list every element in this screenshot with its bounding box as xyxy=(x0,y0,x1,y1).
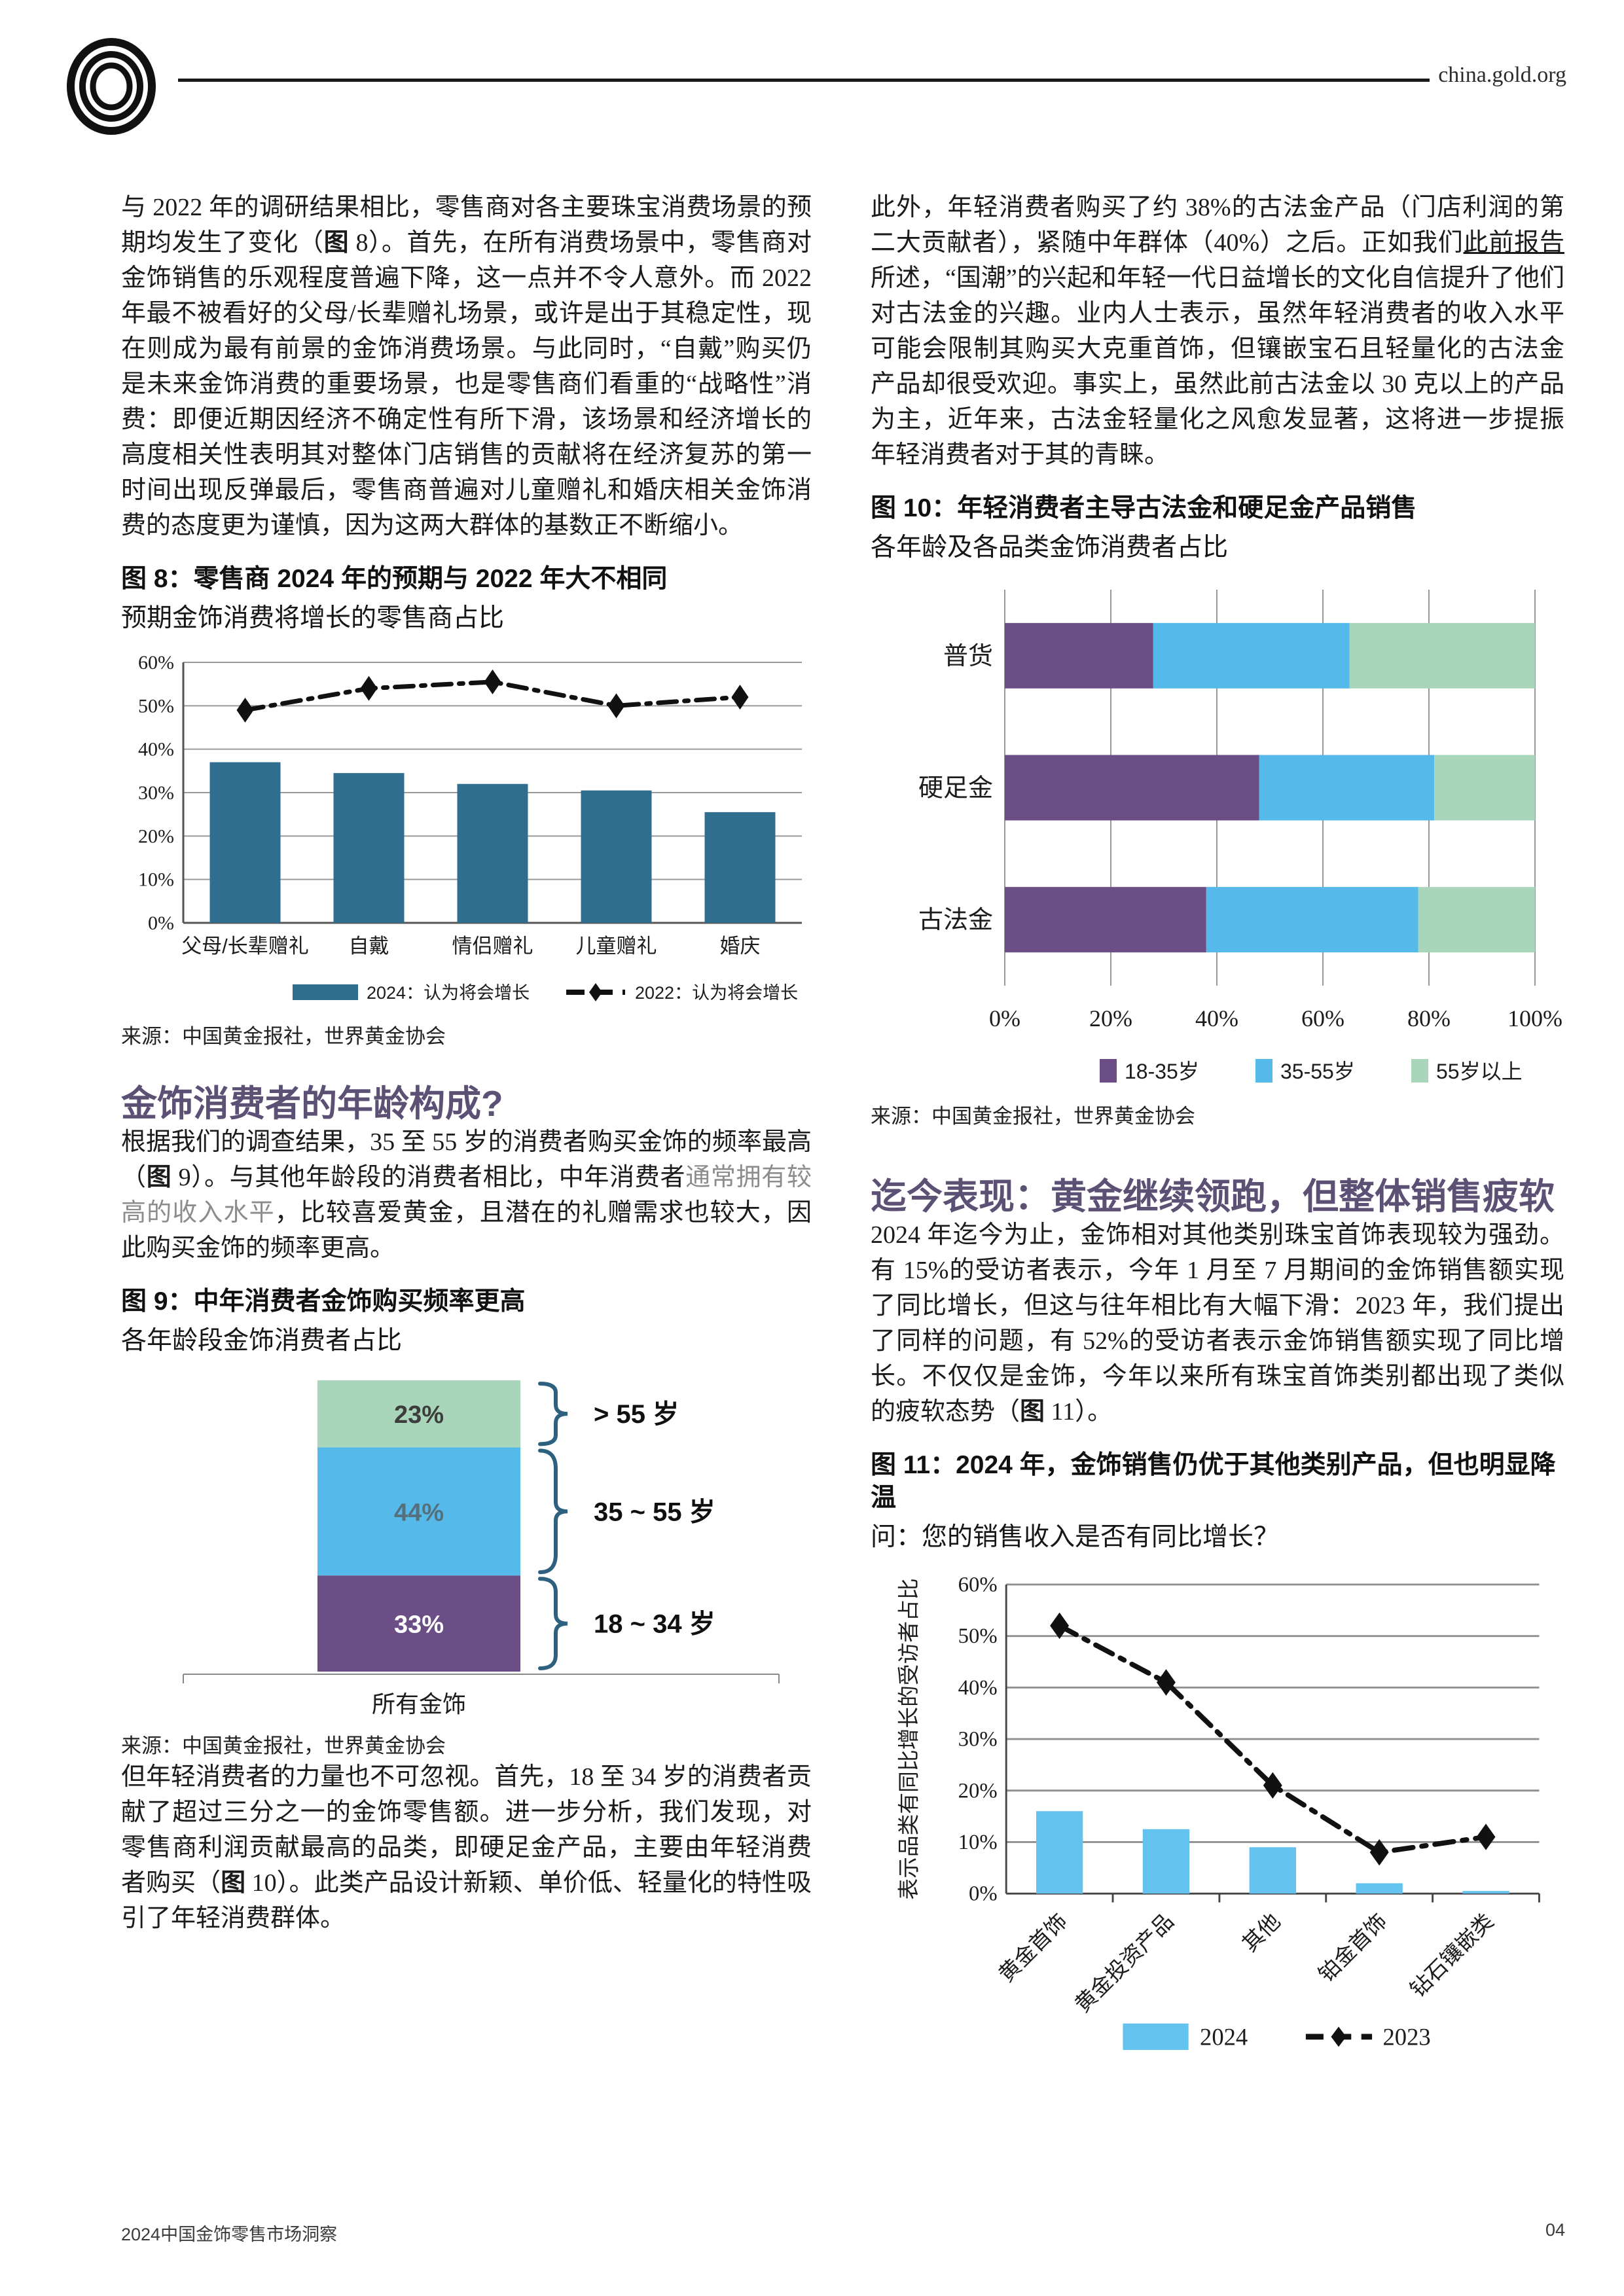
figure-8-chart: 0% 10% 20% 30% 40% 50% 60% 父母/长辈赠礼 自戴 情侣赠礼 儿童赠礼 婚庆 2… xyxy=(138,652,802,1003)
svg-text:儿童赠礼: 儿童赠礼 xyxy=(576,935,657,958)
header-rule xyxy=(178,79,1430,82)
text-run: 根据我们的调查结果，35 至 55 岁的消费者购买金饰的频率最高（ xyxy=(121,1128,812,1191)
svg-text:18 ~ 34 岁: 18 ~ 34 岁 xyxy=(594,1610,715,1639)
svg-text:钻石镶嵌类: 钻石镶嵌类 xyxy=(1405,1909,1498,2001)
svg-text:2022：认为将会增长: 2022：认为将会增长 xyxy=(635,983,798,1003)
paragraph-heritage-gold: 此外，年轻消费者购买了约 38%的古法金产品（门店利润的第二大贡献者），紧随中年… xyxy=(871,190,1564,473)
text-run: 10）。此类产品设计新颖、单价低、轻量化的特性吸引了年轻消费群体。 xyxy=(121,1869,812,1932)
svg-text:0%: 0% xyxy=(148,912,174,934)
svg-text:60%: 60% xyxy=(958,1573,998,1597)
text-run: 所述，“国潮”的兴起和年轻一代日益增长的文化自信提升了他们对古法金的兴趣。业内人… xyxy=(871,264,1564,469)
svg-text:20%: 20% xyxy=(958,1779,998,1803)
text-run: ，比较喜爱黄金，且潜在的礼赠需求也较大，因此购买金饰的频率更高。 xyxy=(121,1199,812,1262)
svg-text:33%: 33% xyxy=(394,1611,444,1639)
svg-text:30%: 30% xyxy=(138,782,174,804)
figure-10-subtitle: 各年龄及各品类金饰消费者占比 xyxy=(871,533,1229,562)
text-run: 9）。与其他年龄段的消费者相比，中年消费者 xyxy=(171,1164,686,1191)
svg-text:100%: 100% xyxy=(1507,1005,1562,1031)
svg-text:2023: 2023 xyxy=(1382,2023,1430,2050)
svg-text:35 ~ 55 岁: 35 ~ 55 岁 xyxy=(594,1498,715,1526)
svg-text:35-55岁: 35-55岁 xyxy=(1280,1060,1355,1083)
paragraph-consumption-scenarios: 与 2022 年的调研结果相比，零售商对各主要珠宝消费场景的预期均发生了变化（图… xyxy=(121,190,812,543)
text-run: 图 xyxy=(221,1869,246,1897)
figure-8: 图 8：零售商 2024 年的预期与 2022 年大不相同 预期金饰消费将增长的… xyxy=(121,563,812,1050)
svg-text:铂金首饰: 铂金首饰 xyxy=(1314,1909,1392,1986)
svg-text:2024: 2024 xyxy=(1200,2023,1248,2050)
previous-report-link[interactable]: 此前报告 xyxy=(1463,229,1564,257)
figure-11-chart: 0% 10% 20% 30% 40% 50% 60% 表示品类有同比增长的受访者占比黄金首饰黄… xyxy=(896,1573,1540,2050)
world-gold-council-logo xyxy=(67,38,156,135)
right-column: 此外，年轻消费者购买了约 38%的古法金产品（门店利润的第二大贡献者），紧随中年… xyxy=(871,190,1564,2070)
svg-text:0%: 0% xyxy=(969,1882,998,1906)
svg-text:自戴: 自戴 xyxy=(349,935,389,958)
svg-text:黄金投资产品: 黄金投资产品 xyxy=(1070,1909,1178,2017)
svg-text:情侣赠礼: 情侣赠礼 xyxy=(452,935,533,958)
figure-10-title: 图 10：年轻消费者主导古法金和硬足金产品销售 xyxy=(871,494,1417,522)
text-run: 8）。首先，在所有消费场景中，零售商对金饰销售的乐观程度普遍下降，这一点并不令人… xyxy=(121,229,812,539)
svg-text:> 55 岁: > 55 岁 xyxy=(594,1400,679,1429)
text-run: 此外，年轻消费者购买了约 38%的古法金产品（门店利润的第二大贡献者），紧随中年… xyxy=(871,194,1564,257)
figure-8-subtitle: 预期金饰消费将增长的零售商占比 xyxy=(121,604,505,632)
paragraph-middle-aged: 根据我们的调查结果，35 至 55 岁的消费者购买金饰的频率最高（图 9）。与其… xyxy=(121,1124,812,1266)
svg-text:父母/长辈赠礼: 父母/长辈赠礼 xyxy=(181,935,309,958)
figure-11-question: 问：您的销售收入是否有同比增长？ xyxy=(871,1523,1280,1551)
svg-text:40%: 40% xyxy=(138,739,174,761)
svg-text:表示品类有同比增长的受访者占比: 表示品类有同比增长的受访者占比 xyxy=(896,1578,920,1899)
figure-11-title: 图 11：2024 年，金饰销售仍优于其他类别产品，但也明显降温 xyxy=(871,1451,1556,1512)
svg-text:10%: 10% xyxy=(958,1831,998,1854)
text-run: 与 2022 年的调研结果相比，零售商对各主要珠宝消费场景的预期均发生了变化（ xyxy=(121,194,812,257)
paragraph-young-consumers: 但年轻消费者的力量也不可忽视。首先，18 至 34 岁的消费者贡献了超过三分之一… xyxy=(121,1759,812,1936)
text-run: 通常拥有较高的收入水平 xyxy=(121,1164,812,1227)
figure-11: 图 11：2024 年，金饰销售仍优于其他类别产品，但也明显降温 问：您的销售收… xyxy=(871,1449,1564,2070)
svg-text:40%: 40% xyxy=(1195,1005,1238,1031)
svg-text:10%: 10% xyxy=(138,869,174,891)
svg-text:所有金饰: 所有金饰 xyxy=(372,1691,466,1717)
figure-9-subtitle: 各年龄段金饰消费者占比 xyxy=(121,1327,403,1355)
svg-text:50%: 50% xyxy=(138,695,174,717)
svg-text:普货: 普货 xyxy=(943,643,993,670)
figure-9-source: 来源：中国黄金报社，世界黄金协会 xyxy=(121,1734,446,1757)
svg-text:其他: 其他 xyxy=(1237,1909,1284,1956)
figure-9-title: 图 9：中年消费者金饰购买频率更高 xyxy=(121,1287,526,1316)
svg-text:20%: 20% xyxy=(138,825,174,847)
figure-8-source: 来源：中国黄金报社，世界黄金协会 xyxy=(121,1025,446,1048)
svg-text:黄金首饰: 黄金首饰 xyxy=(994,1909,1072,1986)
text-run: 2024 年迄今为止，金饰相对其他类别珠宝首饰表现较为强劲。有 15%的受访者表… xyxy=(871,1221,1564,1426)
svg-text:60%: 60% xyxy=(1301,1005,1344,1031)
svg-text:硬足金: 硬足金 xyxy=(918,775,993,802)
text-run: 11）。 xyxy=(1045,1398,1113,1426)
svg-text:60%: 60% xyxy=(138,652,174,673)
svg-text:40%: 40% xyxy=(958,1676,998,1700)
svg-text:30%: 30% xyxy=(958,1728,998,1751)
text-run: 图 xyxy=(323,229,350,257)
site-url[interactable]: china.gold.org xyxy=(1438,63,1566,87)
svg-text:古法金: 古法金 xyxy=(918,906,993,934)
section-heading-ytd-performance: 迄今表现：黄金继续领跑，但整体销售疲软 xyxy=(871,1176,1555,1217)
left-column: 与 2022 年的调研结果相比，零售商对各主要珠宝消费场景的预期均发生了变化（图… xyxy=(121,190,812,1936)
svg-text:18-35岁: 18-35岁 xyxy=(1125,1060,1199,1083)
svg-text:55岁以上: 55岁以上 xyxy=(1436,1060,1523,1083)
footer-report-title: 2024中国金饰零售市场洞察 xyxy=(121,2225,338,2244)
paragraph-ytd-sales: 2024 年迄今为止，金饰相对其他类别珠宝首饰表现较为强劲。有 15%的受访者表… xyxy=(871,1217,1564,1429)
section-heading-age-structure: 金饰消费者的年龄构成? xyxy=(121,1083,503,1124)
text-run: 图 xyxy=(1020,1398,1045,1426)
svg-text:20%: 20% xyxy=(1089,1005,1132,1031)
figure-9: 图 9：中年消费者金饰购买频率更高 各年龄段金饰消费者占比 33% 18 ~ 34… xyxy=(121,1285,812,1759)
figure-8-title: 图 8：零售商 2024 年的预期与 2022 年大不相同 xyxy=(121,565,668,593)
svg-text:0%: 0% xyxy=(989,1005,1020,1031)
svg-text:44%: 44% xyxy=(394,1499,444,1526)
svg-text:23%: 23% xyxy=(394,1401,444,1429)
svg-text:80%: 80% xyxy=(1407,1005,1451,1031)
figure-10-source: 来源：中国黄金报社，世界黄金协会 xyxy=(871,1105,1195,1128)
text-run: 但年轻消费者的力量也不可忽视。首先，18 至 34 岁的消费者贡献了超过三分之一… xyxy=(121,1763,812,1897)
page-number: 04 xyxy=(1545,2220,1565,2240)
svg-text:50%: 50% xyxy=(958,1624,998,1648)
text-run: 图 xyxy=(146,1164,172,1191)
svg-text:2024：认为将会增长: 2024：认为将会增长 xyxy=(367,983,530,1003)
svg-text:婚庆: 婚庆 xyxy=(720,935,761,958)
figure-10: 图 10：年轻消费者主导古法金和硬足金产品销售 各年龄及各品类金饰消费者占比 0… xyxy=(871,492,1564,1130)
